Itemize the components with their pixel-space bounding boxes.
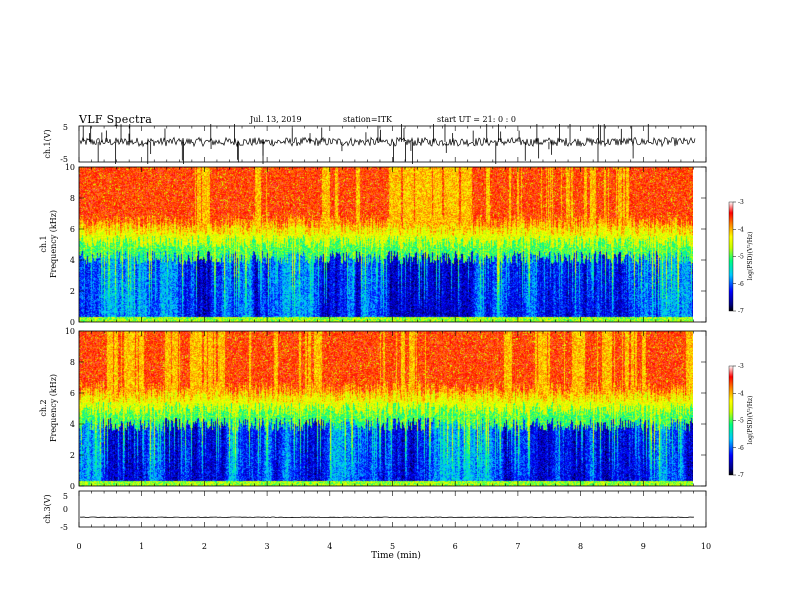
colorbar-tick-label: -6	[738, 445, 744, 452]
start-time-label: start UT = 21: 0 : 0	[437, 115, 516, 124]
x-axis-tick-labels: 0 1 2 3 4 5 6 7 8 9 10	[76, 542, 711, 551]
ch1-spikes	[82, 124, 649, 164]
x-tick-label: 4	[327, 542, 332, 551]
ch3-ytick-neg5: -5	[60, 523, 68, 532]
ch1-x-ticks	[78, 126, 707, 162]
x-tick-label: 10	[701, 542, 711, 551]
ch3-ytick-5: 5	[63, 492, 68, 501]
ch2-colorbar-ticks: -3 -4 -5 -6 -7	[733, 363, 744, 479]
x-tick-label: 0	[76, 542, 81, 551]
x-tick-label: 3	[265, 542, 270, 551]
y-tick-label: 0	[70, 318, 75, 327]
x-tick-label: 6	[453, 542, 458, 551]
colorbar-tick-label: -5	[738, 254, 744, 261]
x-tick-label: 5	[390, 542, 395, 551]
y-tick-label: 2	[70, 287, 75, 296]
ch1-spec-yticks: 0 2 4 6 8 10	[65, 163, 706, 327]
y-tick-label: 10	[65, 163, 75, 172]
ch2-spec-ylabel-freq: Frequency (kHz)	[49, 374, 58, 442]
x-tick-label: 2	[202, 542, 207, 551]
colorbar-tick-label: -7	[738, 308, 744, 315]
ch2-spectrogram-panel: 0 2 4 6 8 10 ch.2 Frequency (kHz)	[39, 327, 707, 491]
y-tick-label: 4	[70, 256, 75, 265]
colorbar-tick-label: -7	[738, 472, 744, 479]
ch2-colorbar-label: log(PSD)(V²/Hz)	[747, 396, 754, 445]
y-tick-label: 4	[70, 420, 75, 429]
y-tick-label: 2	[70, 451, 75, 460]
ch1-trace	[79, 136, 696, 148]
ch2-spectrogram-image	[79, 331, 693, 486]
ch1-spec-ylabel-channel: ch.1	[39, 235, 48, 252]
ch1-spectrogram-panel: 0 2 4 6 8 10 ch.1 Frequency (kHz)	[39, 163, 707, 327]
ch3-panel: 5 0 -5 ch.3(V)	[43, 490, 707, 532]
colorbar-tick-label: -3	[738, 199, 744, 206]
ch3-x-ticks	[78, 491, 707, 527]
ch1-colorbar-ramp	[728, 201, 734, 312]
ch2-spec-xticks	[78, 331, 707, 486]
ch2-spec-yticks: 0 2 4 6 8 10	[65, 327, 706, 491]
ch1-ytick-5: 5	[63, 123, 68, 132]
ch1-frame	[78, 125, 707, 163]
x-tick-label: 8	[578, 542, 583, 551]
ch1-ylabel: ch.1(V)	[43, 129, 52, 158]
ch2-spec-ylabel-channel: ch.2	[39, 399, 48, 416]
ch1-spec-ylabel-freq: Frequency (kHz)	[49, 210, 58, 278]
colorbar-tick-label: -4	[738, 226, 744, 233]
colorbar-tick-label: -4	[738, 390, 744, 397]
y-tick-label: 8	[70, 358, 75, 367]
ch3-trace	[79, 516, 695, 519]
ch1-panel: 5 -5 ch.1(V)	[43, 123, 707, 164]
colorbar-tick-label: -5	[738, 418, 744, 425]
x-tick-label: 7	[515, 542, 520, 551]
colorbar-tick-label: -3	[738, 363, 744, 370]
ch3-ytick-0: 0	[63, 505, 68, 514]
colorbar-tick-label: -6	[738, 281, 744, 288]
ch2-colorbar: -3 -4 -5 -6 -7 log(PSD)(V²/Hz)	[728, 363, 754, 479]
ch3-frame	[78, 490, 707, 528]
x-tick-label: 9	[641, 542, 646, 551]
y-tick-label: 6	[70, 225, 75, 234]
ch2-colorbar-ramp	[728, 365, 734, 476]
y-tick-label: 10	[65, 327, 75, 336]
ch1-spec-xticks	[78, 167, 707, 322]
x-axis-label: Time (min)	[371, 550, 421, 561]
ch1-ytick-neg5: -5	[60, 155, 68, 164]
date-label: Jul. 13, 2019	[250, 115, 302, 124]
ch1-colorbar-ticks: -3 -4 -5 -6 -7	[733, 199, 744, 315]
x-tick-label: 1	[139, 542, 144, 551]
ch1-spectrogram-image	[79, 167, 693, 322]
figure-title: VLF Spectra	[79, 113, 153, 126]
station-label: station=ITK	[343, 115, 393, 124]
ch1-colorbar: -3 -4 -5 -6 -7 log(PSD)(V²/Hz)	[728, 199, 754, 315]
ch1-colorbar-label: log(PSD)(V²/Hz)	[747, 232, 754, 281]
y-tick-label: 0	[70, 482, 75, 491]
y-tick-label: 8	[70, 194, 75, 203]
y-tick-label: 6	[70, 389, 75, 398]
ch3-ylabel: ch.3(V)	[43, 494, 52, 523]
